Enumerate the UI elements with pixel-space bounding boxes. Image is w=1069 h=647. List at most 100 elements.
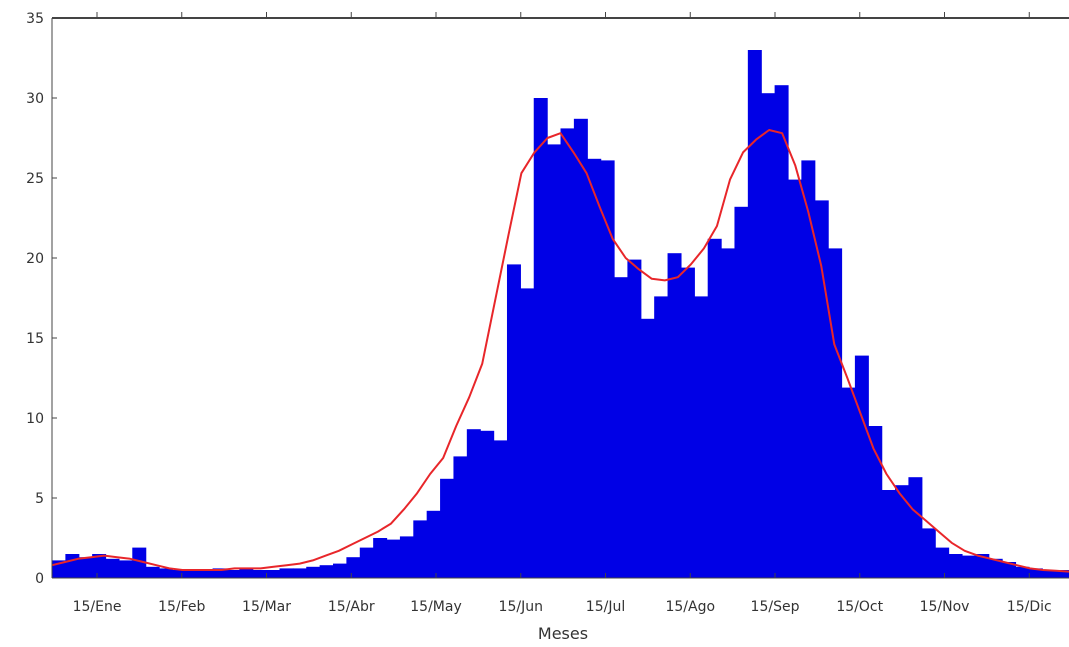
bar xyxy=(560,128,575,578)
axes xyxy=(51,17,1069,579)
bar xyxy=(105,558,120,578)
bar xyxy=(747,50,762,578)
bar xyxy=(266,570,281,578)
bar xyxy=(935,547,950,578)
bar xyxy=(680,267,695,578)
bar xyxy=(614,277,629,578)
bar xyxy=(1002,562,1017,578)
bar xyxy=(895,485,910,578)
bar xyxy=(667,253,682,578)
bar xyxy=(988,558,1003,578)
x-tick-label: 15/Mar xyxy=(242,599,291,615)
y-tick-label: 10 xyxy=(26,411,44,427)
bar xyxy=(118,560,133,578)
y-tick-label: 0 xyxy=(35,571,44,587)
bar xyxy=(185,570,200,578)
curve-series xyxy=(51,129,1069,573)
bar xyxy=(774,85,789,578)
bar xyxy=(868,426,883,578)
x-tick-label: 15/Nov xyxy=(920,599,970,615)
bar xyxy=(908,477,923,578)
bar xyxy=(292,568,307,578)
bar xyxy=(533,98,548,578)
bar xyxy=(694,296,709,578)
bar xyxy=(881,490,896,578)
bar xyxy=(225,570,240,578)
bar xyxy=(453,456,468,578)
bar xyxy=(386,539,401,578)
bar xyxy=(145,566,160,578)
x-axis-ticks: 15/Ene 15/Feb 15/Mar 15/Abr 15/May 15/Jun 15/J… xyxy=(73,12,1052,615)
bar xyxy=(734,206,749,579)
bar xyxy=(373,538,388,578)
y-tick-label: 5 xyxy=(35,491,44,507)
density-curve xyxy=(51,129,1069,573)
x-tick-label: 15/Ene xyxy=(73,599,122,615)
x-tick-label: 15/Jul xyxy=(586,599,625,615)
bar xyxy=(239,568,254,578)
bar xyxy=(721,248,736,578)
bar xyxy=(600,160,615,578)
bar xyxy=(640,318,655,578)
bar xyxy=(132,547,147,578)
bar xyxy=(654,296,669,578)
x-tick-label: 15/Feb xyxy=(158,599,205,615)
bar xyxy=(1055,570,1069,578)
bar xyxy=(319,565,334,578)
bar xyxy=(359,547,374,578)
bar xyxy=(921,528,936,578)
bar xyxy=(573,118,588,579)
bar xyxy=(761,93,776,578)
bar xyxy=(814,200,829,578)
bar xyxy=(854,355,869,578)
x-tick-label: 15/Sep xyxy=(751,599,800,615)
bar xyxy=(199,570,214,578)
bar xyxy=(78,557,93,578)
y-tick-label: 25 xyxy=(26,171,44,187)
bar xyxy=(787,179,802,578)
y-tick-label: 35 xyxy=(26,11,44,27)
bar xyxy=(413,520,428,578)
bar xyxy=(172,570,187,578)
bar xyxy=(466,429,481,578)
bar xyxy=(520,288,535,578)
x-tick-label: 15/May xyxy=(410,599,461,615)
bar xyxy=(493,440,508,578)
x-tick-label: 15/Jun xyxy=(499,599,543,615)
bars-series xyxy=(52,50,1069,579)
x-axis-label: Meses xyxy=(538,624,588,643)
bar xyxy=(159,568,174,578)
bar xyxy=(1015,566,1030,578)
bar xyxy=(975,554,990,578)
bar xyxy=(801,160,816,578)
bar xyxy=(279,568,294,578)
bar xyxy=(92,554,107,578)
bar xyxy=(212,568,227,578)
y-tick-label: 30 xyxy=(26,91,44,107)
x-tick-label: 15/Dic xyxy=(1007,599,1052,615)
bar xyxy=(948,554,963,578)
bar xyxy=(841,387,856,578)
bar xyxy=(707,238,722,579)
bar xyxy=(961,555,976,578)
x-tick-label: 15/Oct xyxy=(836,599,883,615)
bar xyxy=(480,430,495,578)
bar xyxy=(547,144,562,578)
bar xyxy=(440,478,455,578)
x-tick-label: 15/Abr xyxy=(328,599,375,615)
bar xyxy=(252,570,267,578)
bar xyxy=(627,259,642,578)
bar xyxy=(506,264,521,578)
bar xyxy=(65,554,80,578)
y-tick-label: 15 xyxy=(26,331,44,347)
bar xyxy=(399,536,414,578)
y-axis-ticks: 0 5 10 15 20 25 30 35 xyxy=(26,11,57,587)
bar xyxy=(1042,570,1057,578)
bar xyxy=(426,510,441,578)
bar xyxy=(828,248,843,578)
bar xyxy=(587,158,602,579)
y-tick-label: 20 xyxy=(26,251,44,267)
bar xyxy=(346,557,361,578)
